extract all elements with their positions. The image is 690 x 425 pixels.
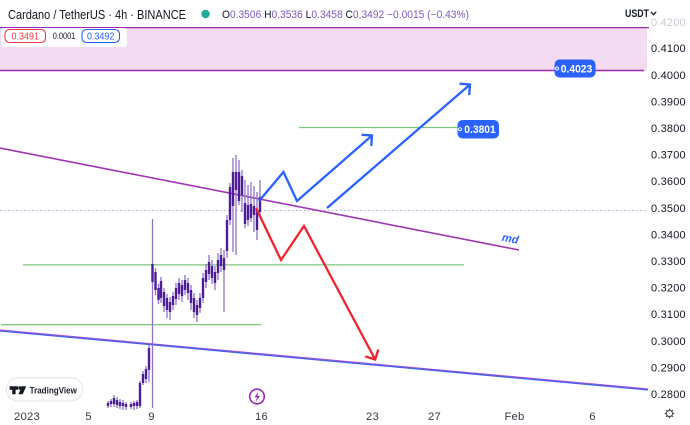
svg-text:0.3100: 0.3100 — [651, 309, 686, 321]
svg-text:0.4023: 0.4023 — [561, 63, 593, 75]
svg-text:0.0001: 0.0001 — [53, 31, 76, 41]
svg-text:0.3600: 0.3600 — [651, 176, 686, 188]
svg-text:16: 16 — [255, 411, 268, 423]
svg-text:0.3000: 0.3000 — [651, 336, 686, 348]
svg-text:Feb: Feb — [504, 411, 524, 423]
svg-text:Cardano / TetherUS · 4h · BINA: Cardano / TetherUS · 4h · BINANCE — [8, 7, 186, 22]
svg-text:0.3700: 0.3700 — [651, 150, 686, 162]
svg-text:USDT: USDT — [625, 8, 649, 20]
svg-text:2023: 2023 — [14, 411, 40, 423]
svg-text:TradingView: TradingView — [30, 386, 78, 397]
svg-text:0.4200: 0.4200 — [651, 17, 686, 29]
svg-text:0.3491: 0.3491 — [12, 31, 40, 42]
svg-text:md: md — [501, 232, 521, 247]
svg-text:0.3800: 0.3800 — [651, 123, 686, 135]
svg-text:0.3200: 0.3200 — [651, 283, 686, 295]
svg-text:0.4100: 0.4100 — [651, 43, 686, 55]
svg-text:0.4000: 0.4000 — [651, 70, 686, 82]
svg-text:5: 5 — [85, 411, 91, 423]
svg-text:27: 27 — [428, 411, 441, 423]
svg-text:0.3500: 0.3500 — [651, 203, 686, 215]
svg-text:O0.3506 H0.3536 L0.3458 C0.349: O0.3506 H0.3536 L0.3458 C0.3492 −0.0015 … — [222, 9, 469, 21]
svg-text:0.2800: 0.2800 — [651, 389, 686, 401]
svg-text:0.3801: 0.3801 — [464, 124, 496, 136]
svg-text:23: 23 — [366, 411, 379, 423]
svg-text:0.3400: 0.3400 — [651, 229, 686, 241]
svg-text:6: 6 — [589, 411, 595, 423]
svg-text:0.2900: 0.2900 — [651, 362, 686, 374]
svg-text:0.3900: 0.3900 — [651, 96, 686, 108]
svg-text:9: 9 — [148, 411, 154, 423]
svg-text:0.3492: 0.3492 — [87, 31, 115, 42]
svg-text:0.3300: 0.3300 — [651, 256, 686, 268]
